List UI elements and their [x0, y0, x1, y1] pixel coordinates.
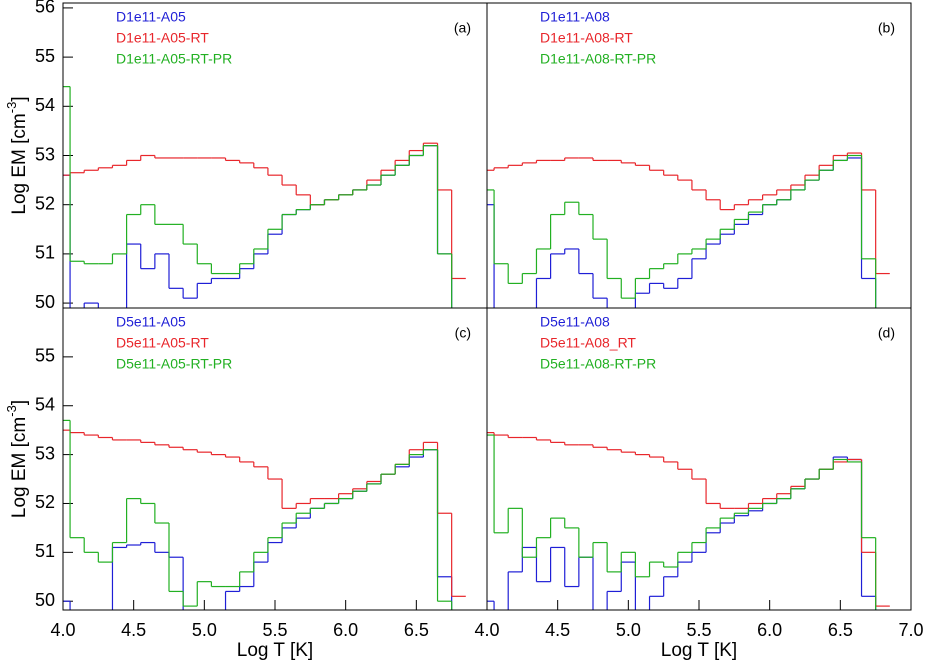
y-tick-label: 55: [35, 346, 55, 366]
plot-frame: [486, 307, 912, 611]
y-tick-label: 50: [35, 292, 55, 312]
series-line: [63, 142, 466, 280]
y-axis-title-part: -3: [4, 102, 19, 114]
y-tick-label: 54: [35, 394, 55, 414]
legend-entry: D5e11-A08: [540, 314, 610, 330]
panel-label: (b): [878, 20, 895, 36]
legend-entry: D5e11-A05-RT-PR: [116, 356, 232, 372]
legend-entry: D1e11-A05-RT-PR: [116, 51, 232, 67]
y-axis-title-part: -3: [4, 405, 19, 417]
x-tick-label: 6.5: [828, 620, 853, 640]
legend-entry: D5e11-A05-RT: [116, 335, 209, 351]
y-tick-label: 53: [35, 443, 55, 463]
legend-entry: D1e11-A08: [540, 9, 610, 25]
y-tick-label: 52: [35, 193, 55, 213]
panel-label: (d): [878, 325, 895, 341]
y-axis-title-part: ]: [9, 400, 30, 405]
legend-entry: D5e11-A08-RT-PR: [540, 356, 656, 372]
legend-entry: D5e11-A08_RT: [540, 335, 636, 351]
x-tick-label: 6.0: [757, 620, 782, 640]
y-tick-label: 50: [35, 590, 55, 610]
x-tick-label: 7.0: [898, 620, 923, 640]
plot-frame: [62, 307, 488, 611]
series-line: [487, 456, 877, 610]
x-axis-title: Log T [K]: [237, 640, 313, 661]
legend-entry: D5e11-A05: [116, 314, 186, 330]
y-tick-label: 52: [35, 492, 55, 512]
legend-entry: D1e11-A08-RT-PR: [540, 51, 656, 67]
y-axis-title: Log EM [cm-3]: [4, 96, 30, 214]
legend-entry: D1e11-A05-RT: [116, 30, 209, 46]
plot-area: [63, 86, 466, 308]
y-tick-label: 51: [35, 541, 55, 561]
x-tick-label: 4.0: [50, 620, 75, 640]
plot-area: [487, 432, 890, 610]
x-tick-label: 5.5: [262, 620, 287, 640]
x-tick-label: 4.0: [474, 620, 499, 640]
y-tick-label: 53: [35, 144, 55, 164]
series-line: [487, 432, 890, 607]
y-axis-title-part: Log EM [cm: [9, 417, 30, 518]
x-tick-label: 6.5: [404, 620, 429, 640]
series-line: [487, 154, 877, 308]
series-line: [63, 419, 453, 610]
x-tick-label: 5.0: [616, 620, 641, 640]
y-tick-label: 51: [35, 243, 55, 263]
x-tick-label: 5.5: [686, 620, 711, 640]
series-line: [63, 86, 453, 308]
y-axis-title: Log EM [cm-3]: [4, 400, 30, 518]
plot-area: [63, 419, 466, 610]
plot-area: [487, 152, 890, 308]
x-tick-label: 4.5: [121, 620, 146, 640]
legend-entry: D1e11-A05: [116, 9, 186, 25]
x-tick-label: 5.0: [192, 620, 217, 640]
y-axis-title-part: ]: [9, 96, 30, 101]
series-line: [63, 429, 466, 597]
panel-label: (c): [455, 325, 471, 341]
series-line: [487, 157, 877, 308]
x-tick-label: 6.0: [333, 620, 358, 640]
y-tick-label: 56: [35, 0, 55, 17]
x-axis-title: Log T [K]: [661, 640, 737, 661]
y-tick-label: 55: [35, 46, 55, 66]
series-line: [487, 152, 890, 275]
y-axis-title-part: Log EM [cm: [9, 113, 30, 214]
series-line: [487, 434, 877, 610]
panel-label: (a): [454, 20, 471, 36]
legend-entry: D1e11-A08-RT: [540, 30, 633, 46]
y-tick-label: 54: [35, 95, 55, 115]
x-tick-label: 4.5: [545, 620, 570, 640]
